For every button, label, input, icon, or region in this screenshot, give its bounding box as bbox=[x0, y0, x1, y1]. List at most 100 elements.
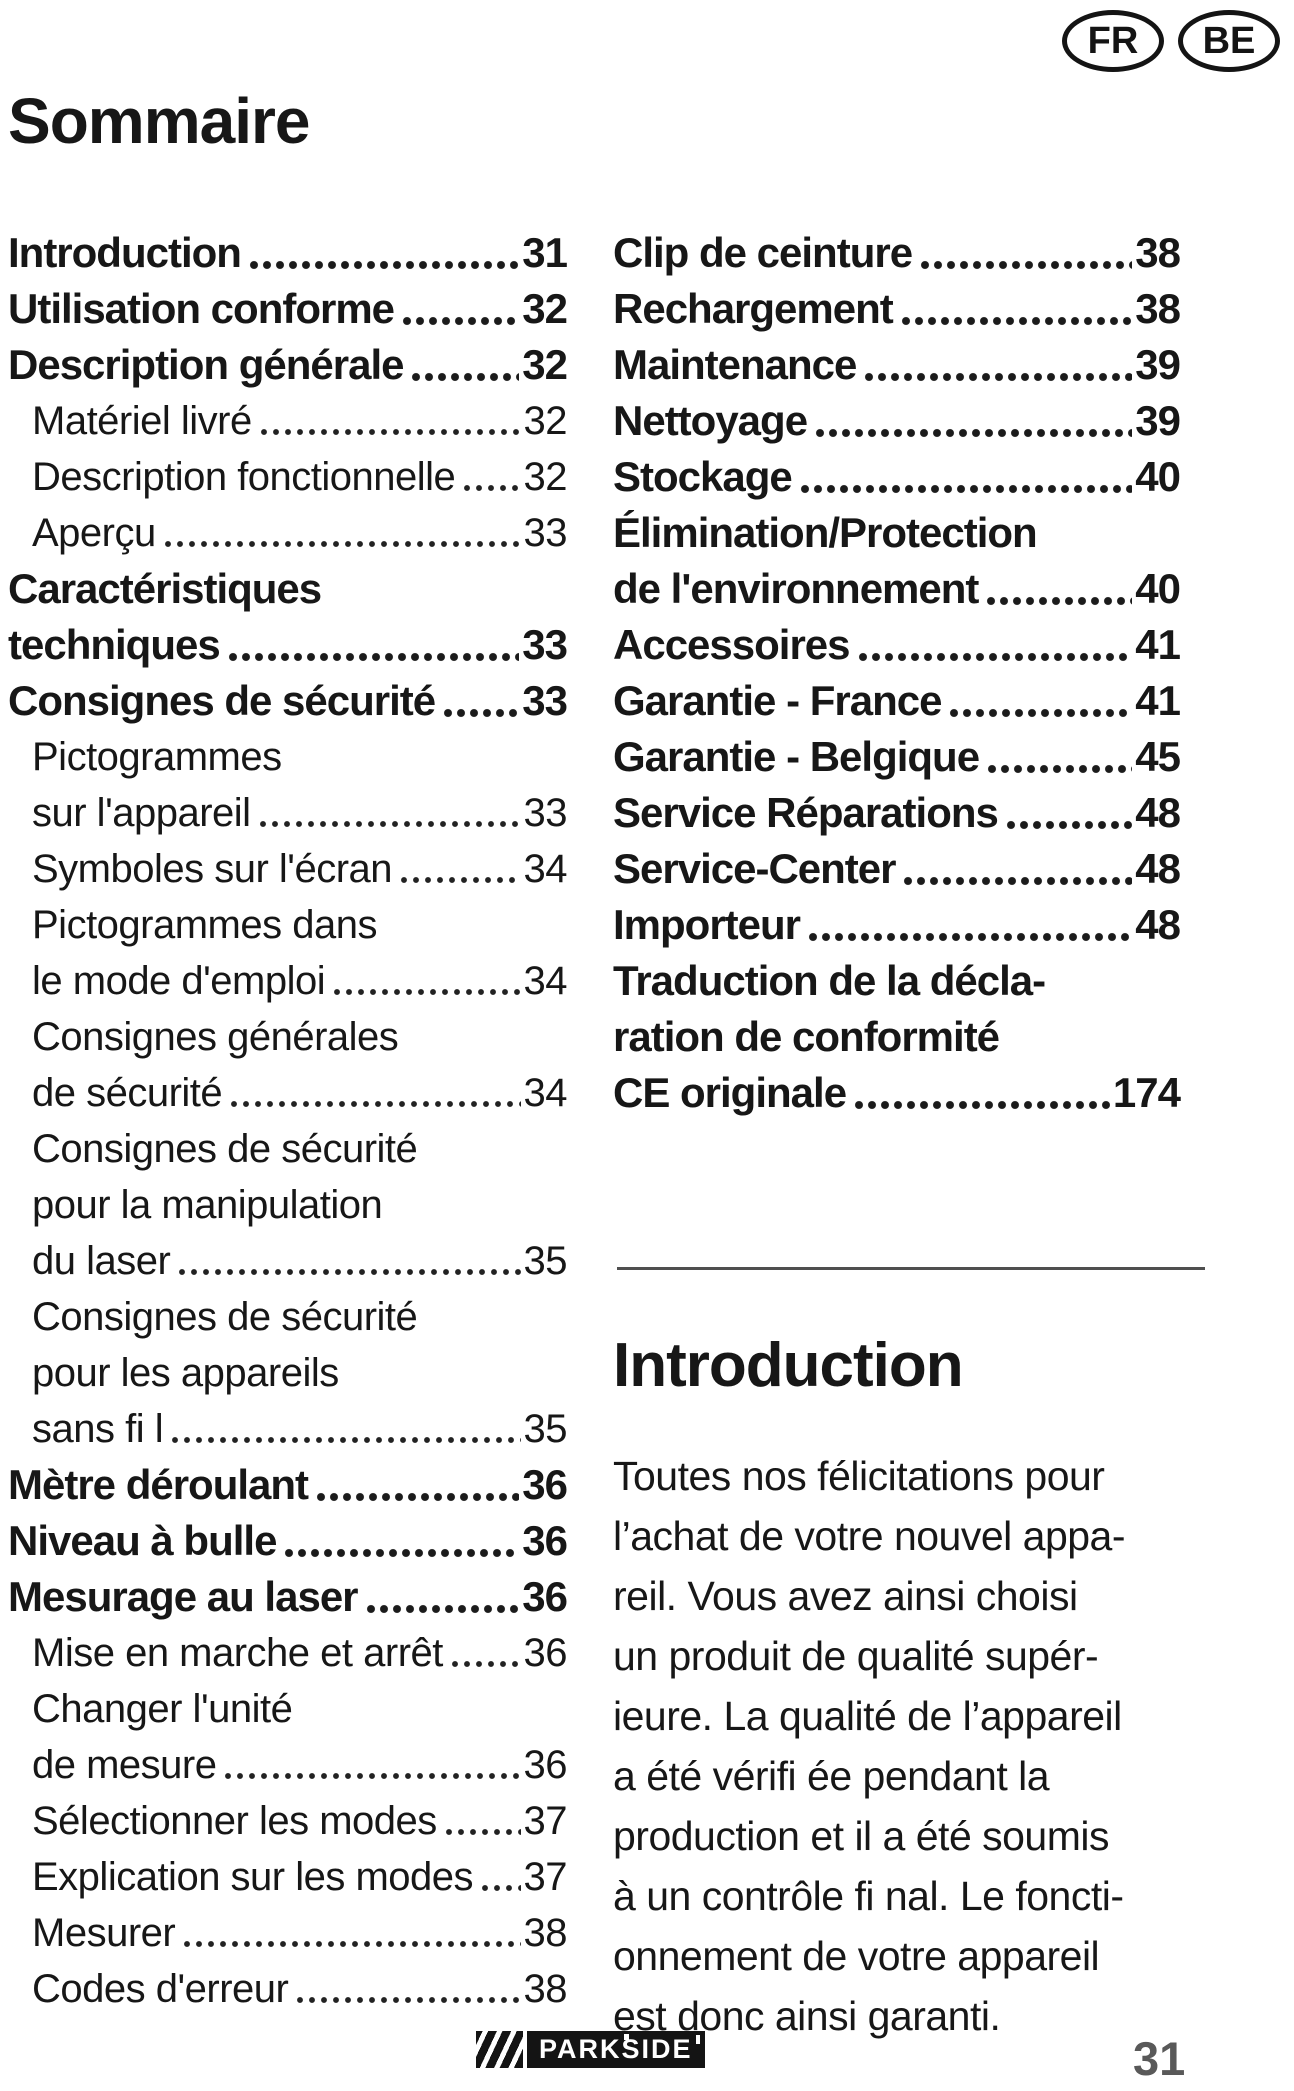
toc-entry-page: 36 bbox=[522, 1517, 568, 1564]
toc-entry-label: Changer l'unité bbox=[32, 1687, 293, 1731]
toc-row: de l'environnement 40 bbox=[613, 561, 1181, 617]
toc-entry-label: Garantie - France bbox=[613, 677, 942, 724]
toc-row: Description fonctionnelle 32 bbox=[8, 449, 567, 505]
toc-row: Stockage 40 bbox=[613, 449, 1181, 505]
dot-leader bbox=[814, 426, 1133, 440]
toc-entry-label: Utilisation conforme bbox=[8, 285, 395, 332]
toc-entry-page: 39 bbox=[1135, 341, 1181, 388]
toc-entry-label: Service Réparations bbox=[613, 789, 999, 836]
logo-stripes-icon bbox=[476, 2031, 523, 2068]
toc-entry-page: 38 bbox=[1135, 285, 1181, 332]
toc-row: Description générale 32 bbox=[8, 337, 568, 393]
toc-entry-page: 45 bbox=[1135, 733, 1181, 780]
badge-fr: FR bbox=[1062, 10, 1164, 72]
toc-row: sur l'appareil 33 bbox=[8, 785, 567, 841]
page-number: 31 bbox=[1133, 2032, 1186, 2085]
toc-entry-page: 174 bbox=[1112, 1069, 1181, 1116]
toc-entry-label: Importeur bbox=[613, 901, 801, 948]
dot-leader bbox=[410, 370, 520, 384]
introduction-heading: Introduction bbox=[613, 1331, 964, 1400]
dot-leader bbox=[283, 1546, 520, 1560]
toc-entry-page: 41 bbox=[1135, 677, 1181, 724]
toc-entry-label: sans fi l bbox=[32, 1407, 164, 1451]
toc-entry-page: 33 bbox=[523, 791, 568, 835]
toc-entry-page: 38 bbox=[523, 1967, 568, 2011]
toc-row: Garantie - Belgique 45 bbox=[613, 729, 1181, 785]
toc-row: Maintenance 39 bbox=[613, 337, 1181, 393]
toc-entry-page: 36 bbox=[522, 1573, 568, 1620]
toc-entry-label: de l'environnement bbox=[613, 565, 979, 612]
toc-entry-page: 33 bbox=[522, 677, 568, 724]
toc-entry-page: 36 bbox=[522, 1461, 568, 1508]
toc-row: de sécurité 34 bbox=[8, 1065, 567, 1121]
toc-entry-page: 41 bbox=[1135, 621, 1181, 668]
toc-row: Mètre déroulant 36 bbox=[8, 1457, 568, 1513]
toc-entry-label: Pictogrammes bbox=[32, 735, 282, 779]
dot-leader bbox=[223, 1769, 521, 1783]
toc-row: Changer l'unité bbox=[8, 1681, 567, 1737]
toc-entry-label: pour les appareils bbox=[32, 1351, 339, 1395]
toc-row: Mesurer 38 bbox=[8, 1905, 567, 1961]
toc-row: Explication sur les modes 37 bbox=[8, 1849, 567, 1905]
toc-row: Utilisation conforme 32 bbox=[8, 281, 568, 337]
toc-entry-page: 35 bbox=[523, 1239, 568, 1283]
toc-entry-label: le mode d'emploi bbox=[32, 959, 326, 1003]
toc-entry-page: 39 bbox=[1135, 397, 1181, 444]
toc-entry-label: Description générale bbox=[8, 341, 404, 388]
toc-entry-page: 48 bbox=[1135, 789, 1181, 836]
toc-entry-page: 38 bbox=[523, 1911, 568, 1955]
toc-entry-label: Codes d'erreur bbox=[32, 1967, 289, 2011]
dot-leader bbox=[807, 930, 1133, 944]
toc-entry-label: Accessoires bbox=[613, 621, 851, 668]
toc-entry-label: Mesurer bbox=[32, 1911, 176, 1955]
toc-entry-page: 40 bbox=[1135, 453, 1181, 500]
toc-row: pour la manipulation bbox=[8, 1177, 567, 1233]
dot-leader bbox=[162, 537, 521, 551]
logo-wordmark-box: PARKSIDE bbox=[527, 2031, 705, 2068]
dot-leader bbox=[449, 1657, 521, 1671]
dot-leader bbox=[798, 482, 1133, 496]
toc-row: sans fi l 35 bbox=[8, 1401, 567, 1457]
toc-row: techniques 33 bbox=[8, 617, 568, 673]
toc-row: Service Réparations 48 bbox=[613, 785, 1181, 841]
toc-entry-page: 38 bbox=[1135, 229, 1181, 276]
dot-leader bbox=[919, 258, 1133, 272]
dot-leader bbox=[863, 370, 1133, 384]
toc-row: Pictogrammes bbox=[8, 729, 567, 785]
toc-entry-label: Caractéristiques bbox=[8, 565, 322, 612]
dot-leader bbox=[442, 706, 520, 720]
toc-entry-page: 32 bbox=[522, 341, 568, 388]
dot-leader bbox=[364, 1602, 520, 1616]
toc-entry-page: 37 bbox=[523, 1855, 568, 1899]
dot-leader bbox=[443, 1825, 521, 1839]
toc-entry-label: Pictogrammes dans bbox=[32, 903, 377, 947]
toc-row: Consignes générales bbox=[8, 1009, 567, 1065]
toc-entry-page: 37 bbox=[523, 1799, 568, 1843]
toc-row: CE originale 174 bbox=[613, 1065, 1181, 1121]
toc-entry-label: Maintenance bbox=[613, 341, 857, 388]
toc-entry-label: Mise en marche et arrêt bbox=[32, 1631, 443, 1675]
logo-s-accent-icon bbox=[624, 2034, 629, 2040]
toc-entry-label: Consignes de sécurité bbox=[32, 1295, 418, 1339]
toc-entry-page: 35 bbox=[523, 1407, 568, 1451]
toc-entry-label: de mesure bbox=[32, 1743, 217, 1787]
toc-entry-label: Mètre déroulant bbox=[8, 1461, 309, 1508]
dot-leader bbox=[258, 425, 521, 439]
toc-entry-page: 32 bbox=[523, 455, 568, 499]
toc-entry-label: Consignes de sécurité bbox=[32, 1127, 418, 1171]
dot-leader bbox=[985, 594, 1133, 608]
toc-entry-label: Service-Center bbox=[613, 845, 896, 892]
toc-entry-page: 34 bbox=[523, 959, 568, 1003]
dot-leader bbox=[170, 1433, 521, 1447]
toc-entry-page: 34 bbox=[523, 1071, 568, 1115]
toc-row: Nettoyage 39 bbox=[613, 393, 1181, 449]
toc-entry-label: Consignes de sécurité bbox=[8, 677, 436, 724]
toc-entry-label: Niveau à bulle bbox=[8, 1517, 277, 1564]
toc-row: Sélectionner les modes 37 bbox=[8, 1793, 567, 1849]
toc-row: Codes d'erreur 38 bbox=[8, 1961, 567, 2017]
toc-right-list: Clip de ceinture 38 Rechargement 38 Maintena… bbox=[613, 225, 1181, 1121]
toc-entry-label: sur l'appareil bbox=[32, 791, 251, 835]
dot-leader bbox=[257, 817, 521, 831]
introduction-paragraph: Toutes nos félicitations pour l’achat de… bbox=[613, 1453, 1126, 2039]
toc-row: Aperçu 33 bbox=[8, 505, 567, 561]
